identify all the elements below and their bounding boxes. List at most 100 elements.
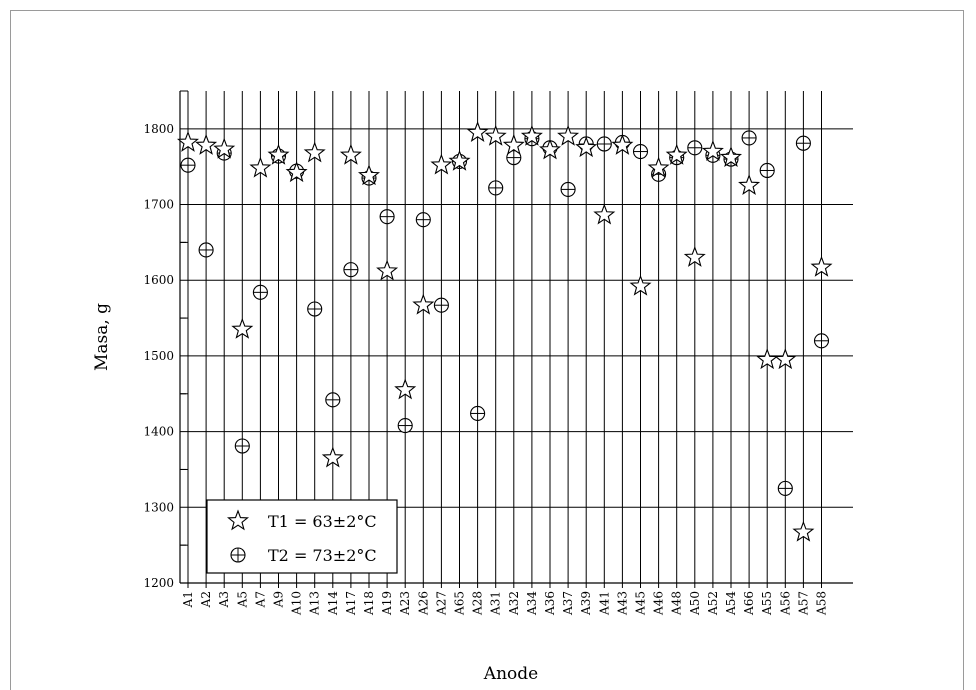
data-point-t1 <box>792 520 815 542</box>
x-tick-labels: A1 A2 A3 A5 A7 A9 A10 A13 A14 A17 A18 A19 A23 A26 A27 A… <box>181 591 829 616</box>
x-tick-label: A23 <box>398 591 412 616</box>
data-point-t1 <box>683 245 706 267</box>
data-point-t1 <box>719 146 743 167</box>
y-tick-label: 1700 <box>143 198 174 212</box>
data-points <box>176 121 833 542</box>
x-tick-label: A65 <box>453 591 467 616</box>
data-point-t1 <box>484 124 507 146</box>
data-point-t1 <box>321 446 344 468</box>
data-point-t1 <box>376 259 399 281</box>
x-tick-label: A3 <box>217 591 231 608</box>
data-point-t2 <box>596 136 612 152</box>
x-tick-label: A17 <box>344 591 358 616</box>
x-tick-label: A41 <box>597 591 611 616</box>
data-point-t1 <box>593 203 616 225</box>
x-tick-label: A32 <box>507 591 521 616</box>
data-point-t1 <box>774 348 797 370</box>
data-point-t1 <box>430 153 453 175</box>
data-point-t1 <box>575 136 598 158</box>
x-tick-label: A31 <box>489 591 503 616</box>
y-tick-label: 1500 <box>143 349 174 363</box>
x-tick-label: A2 <box>199 591 213 608</box>
data-point-t2 <box>198 242 214 258</box>
data-point-t2 <box>234 438 250 454</box>
y-tick-label: 1400 <box>143 425 174 439</box>
y-tick-label: 1800 <box>143 122 174 136</box>
data-point-t1 <box>412 293 435 315</box>
legend-label-t1: T1 = 63±2°C <box>268 512 377 531</box>
data-point-t2 <box>777 480 793 496</box>
data-point-t2 <box>307 301 323 317</box>
data-point-t2 <box>397 418 413 434</box>
data-point-t1 <box>213 137 236 159</box>
x-tick-label: A10 <box>290 591 304 616</box>
legend-star-symbol <box>226 509 250 531</box>
x-tick-label: A1 <box>181 591 195 608</box>
data-point-t2 <box>687 140 703 156</box>
data-point-t2 <box>433 297 449 313</box>
y-axis-label: Masa, g <box>92 303 112 371</box>
data-point-t1 <box>647 156 670 178</box>
data-point-t2 <box>470 405 486 421</box>
x-tick-label: A58 <box>815 591 829 616</box>
x-tick-label: A13 <box>308 591 322 616</box>
x-tick-label: A50 <box>688 591 702 616</box>
x-tick-label: A57 <box>796 591 810 616</box>
legend: T1 = 63±2°C T2 = 73±2°C <box>206 499 398 574</box>
data-point-t2 <box>415 212 431 228</box>
x-tick-label: A14 <box>326 591 340 616</box>
data-point-t1 <box>665 143 688 165</box>
data-point-t1 <box>502 133 525 155</box>
data-point-t2 <box>325 392 341 408</box>
x-tick-label: A37 <box>561 591 575 616</box>
data-point-t2 <box>252 284 268 300</box>
legend-star-marker <box>226 509 250 531</box>
data-point-t1 <box>394 378 417 400</box>
x-axis-label: Anode <box>483 664 538 684</box>
y-tick-label: 1200 <box>143 576 174 590</box>
data-point-t1 <box>738 174 761 195</box>
y-tick-label: 1300 <box>143 500 174 514</box>
data-point-t2 <box>379 209 395 225</box>
x-tick-label: A36 <box>543 591 557 616</box>
data-point-t2 <box>560 181 576 197</box>
data-point-t1 <box>448 149 471 171</box>
x-tick-label: A52 <box>706 591 720 616</box>
data-point-t1 <box>285 161 308 183</box>
data-point-t2 <box>506 150 522 166</box>
x-tick-label: A45 <box>634 591 648 616</box>
data-point-t2 <box>180 157 196 173</box>
y-tick-label: 1600 <box>143 273 174 287</box>
x-tick-label: A43 <box>615 591 629 616</box>
x-tick-label: A39 <box>579 591 593 616</box>
data-point-t2 <box>632 144 649 160</box>
data-point-t1 <box>466 121 489 142</box>
x-tick-label: A66 <box>742 591 756 616</box>
data-point-t1 <box>231 317 254 339</box>
data-point-t1 <box>357 164 381 186</box>
x-tick-label: A54 <box>724 591 738 616</box>
x-tick-label: A18 <box>362 591 376 616</box>
data-point-t1 <box>249 156 272 178</box>
x-tick-label: A9 <box>272 591 286 608</box>
data-point-t2 <box>795 135 811 151</box>
data-point-t1 <box>339 143 362 165</box>
data-point-t2 <box>813 333 830 349</box>
data-point-t1 <box>629 274 652 296</box>
data-point-t1 <box>701 139 724 161</box>
data-point-t1 <box>195 133 218 155</box>
x-tick-label: A28 <box>471 591 485 616</box>
x-tick-label: A55 <box>760 591 774 616</box>
data-point-t1 <box>520 124 543 146</box>
x-tick-label: A48 <box>670 591 684 616</box>
data-point-t1 <box>303 141 326 163</box>
data-point-t1 <box>611 133 634 155</box>
legend-label-t2: T2 = 73±2°C <box>268 546 377 565</box>
legend-circle-cross-marker <box>230 547 246 563</box>
x-tick-label: A56 <box>778 591 792 616</box>
data-point-t1 <box>756 348 779 370</box>
data-point-t1 <box>176 130 200 152</box>
x-tick-label: A27 <box>434 591 448 616</box>
data-point-t2 <box>759 162 775 179</box>
